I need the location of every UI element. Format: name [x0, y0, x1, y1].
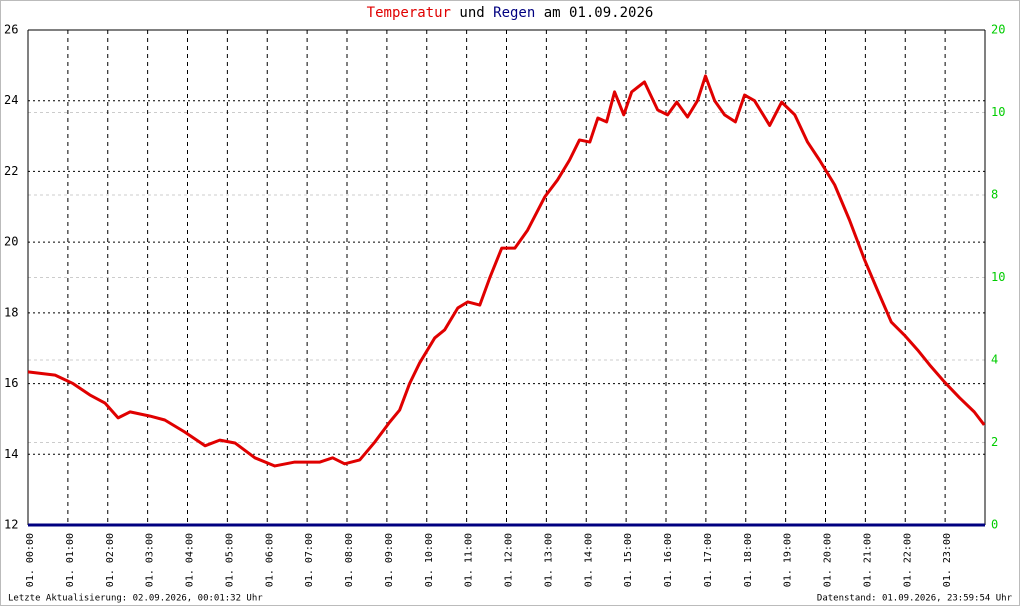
x-tick-label: 01. 18:00	[743, 533, 754, 587]
x-tick-label: 01. 10:00	[424, 533, 435, 587]
y-tick-label: 20	[4, 235, 18, 249]
y2-tick-label: 4	[991, 353, 998, 367]
x-tick-label: 01. 16:00	[663, 533, 674, 587]
y-tick-label: 24	[4, 93, 18, 107]
y-tick-label: 22	[4, 164, 18, 178]
data-line	[27, 74, 986, 468]
x-tick-label: 01. 08:00	[344, 533, 355, 587]
x-tick-label: 01. 23:00	[942, 533, 953, 587]
x-tick-label: 01. 02:00	[105, 533, 116, 587]
y-tick-label: 16	[4, 376, 18, 390]
y2-tick-label: 10	[991, 270, 1005, 284]
footer-left: Letzte Aktualisierung: 02.09.2026, 00:01…	[8, 594, 263, 604]
x-tick-label: 01. 12:00	[504, 533, 515, 587]
y2-tick-label: 20	[991, 23, 1005, 37]
y-tick-label: 26	[4, 23, 18, 37]
footer-right: Datenstand: 01.09.2026, 23:59:54 Uhr	[817, 594, 1013, 604]
y-tick-label: 14	[4, 447, 18, 461]
x-tick-label: 01. 14:00	[583, 533, 594, 587]
title-part: und	[459, 5, 484, 21]
x-tick-label: 01. 15:00	[623, 533, 634, 587]
x-tick-label: 01. 20:00	[823, 533, 834, 587]
chart-title: Temperatur und Regen am 01.09.2026	[367, 5, 654, 21]
title-part: am 01.09.2026	[544, 5, 654, 21]
y2-tick-label: 8	[991, 188, 998, 202]
y2-tick-label: 0	[991, 518, 998, 532]
y2-tick-label: 2	[991, 435, 998, 449]
y-tick-label: 18	[4, 305, 18, 319]
x-tick-label: 01. 00:00	[25, 533, 36, 587]
x-tick-label: 01. 07:00	[304, 533, 315, 587]
y-tick-label: 12	[4, 518, 18, 532]
x-tick-label: 01. 03:00	[145, 533, 156, 587]
x-tick-label: 01. 17:00	[703, 533, 714, 587]
x-tick-label: 01. 01:00	[65, 533, 76, 587]
x-tick-label: 01. 04:00	[185, 533, 196, 587]
x-tick-label: 01. 21:00	[862, 533, 873, 587]
title-part: Regen	[493, 5, 535, 21]
x-tick-label: 01. 06:00	[264, 533, 275, 587]
x-tick-label: 01. 19:00	[783, 533, 794, 587]
x-tick-label: 01. 05:00	[224, 533, 235, 587]
x-tick-label: 01. 13:00	[543, 533, 554, 587]
x-tick-label: 01. 22:00	[902, 533, 913, 587]
y2-tick-label: 10	[991, 105, 1005, 119]
x-tick-label: 01. 09:00	[384, 533, 395, 587]
x-tick-label: 01. 11:00	[464, 533, 475, 587]
title-part: Temperatur	[367, 5, 451, 21]
